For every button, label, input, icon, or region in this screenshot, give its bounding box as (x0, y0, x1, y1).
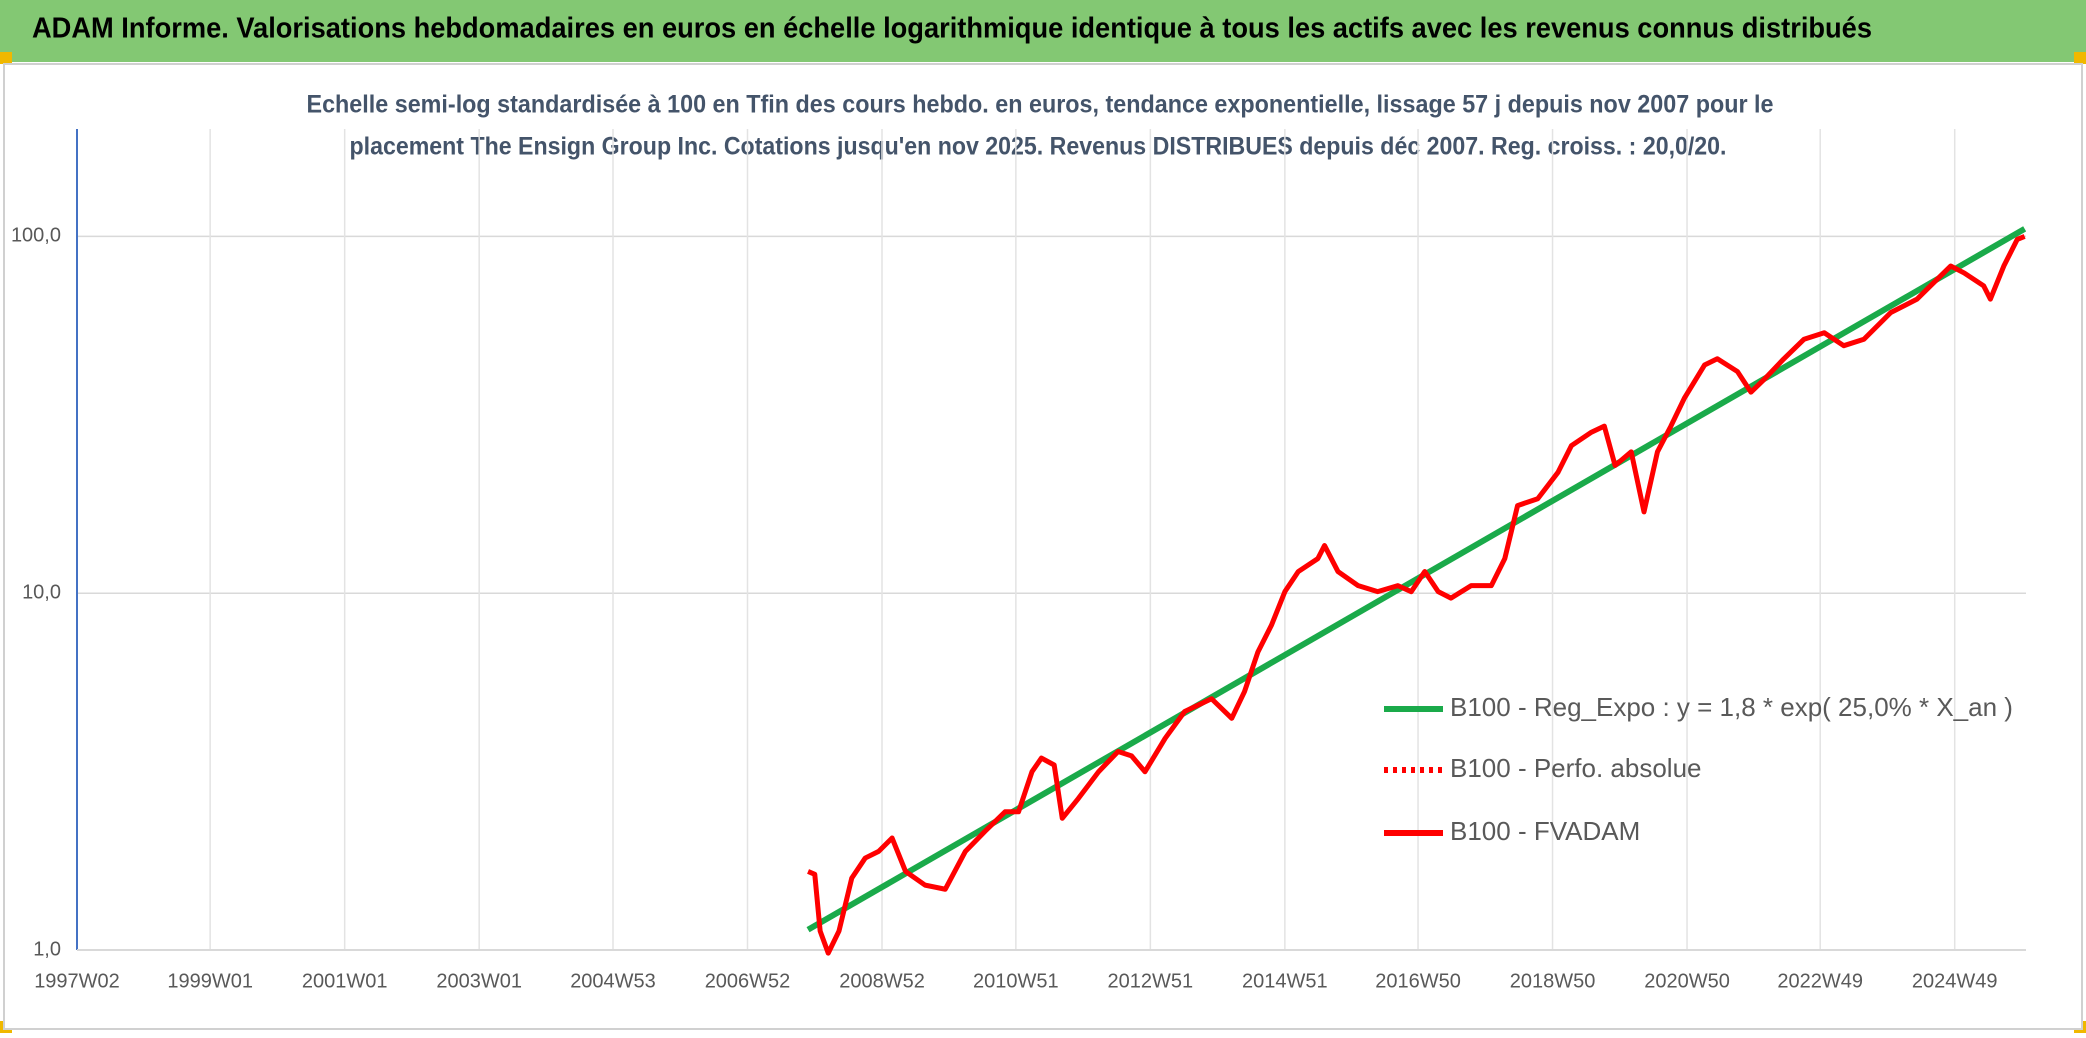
x-tick-label: 2004W53 (570, 970, 656, 992)
x-tick-label: 2018W50 (1510, 970, 1596, 992)
x-tick-label: 2003W01 (436, 970, 522, 992)
page-title: ADAM Informe. Valorisations hebdomadaire… (32, 13, 1872, 45)
x-tick-label: 2008W52 (839, 970, 925, 992)
x-tick-label: 2006W52 (705, 970, 791, 992)
x-tick-label: 2020W50 (1644, 970, 1730, 992)
y-tick-label: 10,0 (22, 581, 61, 603)
chart-frame (3, 63, 2083, 1030)
x-tick-label: 2012W51 (1108, 970, 1194, 992)
plot-area (806, 226, 2026, 956)
y-tick-label: 100,0 (11, 225, 61, 247)
corner (2074, 52, 2086, 64)
y-tick-label: 1,0 (33, 938, 61, 960)
series-line (807, 234, 2026, 956)
x-tick-label: 1997W02 (34, 970, 120, 992)
x-tick-label: 2001W01 (302, 970, 388, 992)
legend-label: B100 - FVADAM (1450, 816, 1640, 846)
legend-label: B100 - Reg_Expo : y = 1,8 * exp( 25,0% *… (1450, 692, 2013, 722)
x-tick-label: 2016W50 (1375, 970, 1461, 992)
x-tick-label: 2024W49 (1912, 970, 1998, 992)
header-bar (0, 0, 2086, 62)
chart-subtitle: Echelle semi-log standardisée à 100 en T… (307, 91, 1774, 119)
corner (0, 52, 12, 64)
chart-subtitle: placement The Ensign Group Inc. Cotation… (350, 133, 1727, 161)
legend-label: B100 - Perfo. absolue (1450, 753, 1702, 783)
x-tick-label: 2014W51 (1242, 970, 1328, 992)
x-tick-label: 1999W01 (167, 970, 253, 992)
x-tick-label: 2010W51 (973, 970, 1059, 992)
x-tick-label: 2022W49 (1777, 970, 1863, 992)
